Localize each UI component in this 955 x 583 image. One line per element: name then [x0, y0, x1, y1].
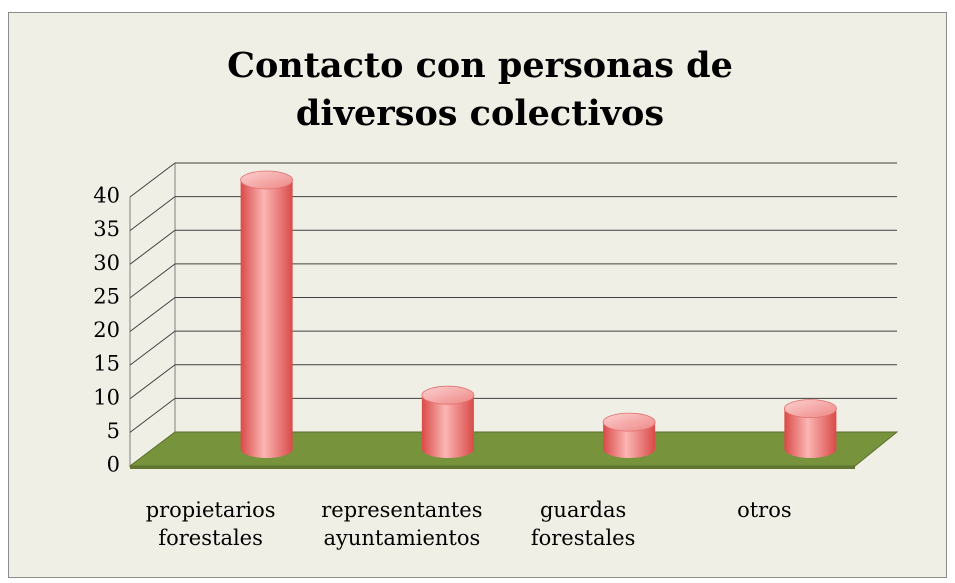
- grid-line: [129, 364, 176, 400]
- grid-line: [129, 263, 176, 299]
- y-tick-label: 40: [93, 184, 120, 208]
- grid-line: [129, 196, 176, 232]
- bar-body: [421, 395, 474, 458]
- bar: [240, 170, 294, 458]
- bar-top: [240, 170, 294, 190]
- chart-title: Contacto con personas de diversos colect…: [227, 45, 733, 134]
- grid-line: [129, 229, 176, 265]
- bar-top: [421, 385, 475, 405]
- bar-top: [602, 412, 656, 432]
- grid-line: [129, 162, 176, 198]
- y-tick-label: 25: [93, 284, 120, 308]
- bar-top: [783, 399, 837, 419]
- y-tick-label: 20: [93, 318, 120, 342]
- x-tick-label: representantes ayuntamientos: [321, 498, 483, 550]
- y-tick-label: 0: [107, 453, 120, 477]
- chart-frame: [8, 12, 947, 578]
- bar-body: [240, 180, 293, 458]
- bar-body: [603, 422, 656, 458]
- grid-line: [129, 297, 176, 332]
- y-tick-label: 15: [93, 352, 120, 376]
- bar-body: [784, 408, 837, 458]
- grid-line: [129, 330, 176, 366]
- bar: [421, 385, 475, 458]
- x-tick-label: otros: [737, 498, 792, 522]
- y-tick-label: 5: [107, 419, 120, 443]
- y-tick-label: 10: [93, 385, 120, 409]
- bar: [783, 399, 837, 458]
- x-tick-label: propietarios forestales: [145, 498, 276, 550]
- floor-edge: [130, 466, 855, 469]
- y-tick-label: 30: [93, 251, 120, 275]
- x-tick-label: guardas forestales: [530, 498, 636, 550]
- grid-line: [129, 397, 176, 433]
- y-tick-label: 35: [93, 217, 120, 241]
- bar: [602, 412, 656, 458]
